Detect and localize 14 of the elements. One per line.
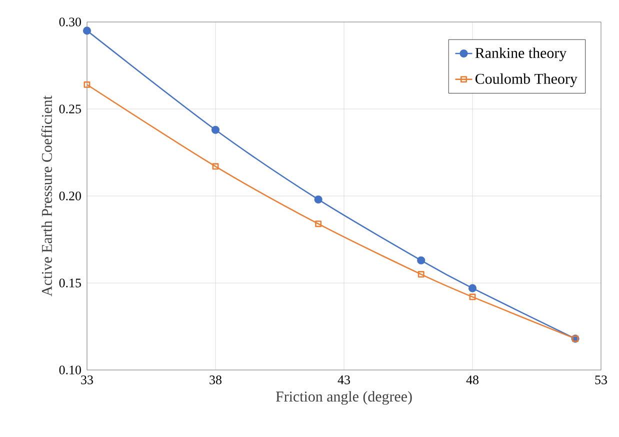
- y-axis-title: Active Earth Pressure Coefficient: [41, 96, 52, 296]
- x-tick-label: 48: [466, 376, 478, 384]
- y-tick-label: 0.30: [59, 18, 81, 26]
- x-tick-label: 53: [595, 376, 607, 384]
- y-tick-label: 0.15: [59, 278, 81, 288]
- x-tick-label: 38: [210, 376, 222, 384]
- legend-label: Coulomb Theory: [476, 73, 578, 87]
- y-tick-label: 0.25: [59, 104, 81, 114]
- x-tick-label: 33: [81, 376, 93, 384]
- legend-label: Rankine theory: [475, 48, 567, 62]
- x-tick-label: 43: [338, 376, 350, 384]
- y-tick-label: 0.10: [59, 366, 81, 374]
- x-axis-title: Friction angle (degree): [276, 391, 412, 405]
- y-tick-label: 0.20: [59, 192, 81, 200]
